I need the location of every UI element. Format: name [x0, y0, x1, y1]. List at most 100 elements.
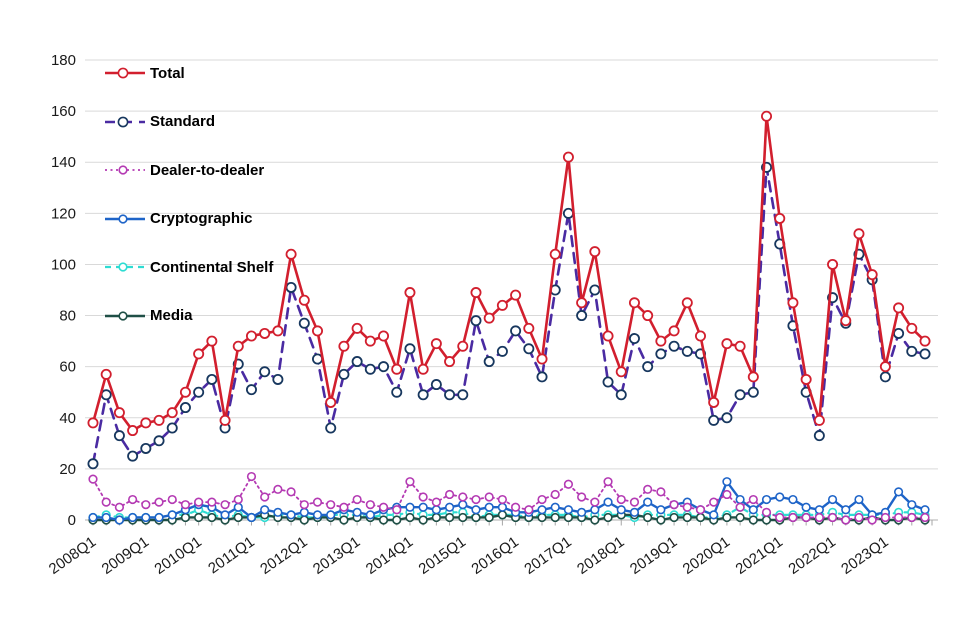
dealer-to-dealer-marker — [656, 487, 666, 497]
standard-marker — [272, 373, 284, 385]
standard-marker — [642, 361, 654, 373]
legend-label-standard: Standard — [150, 113, 216, 130]
cryptographic-marker — [735, 494, 745, 505]
y-axis-tick-label: 0 — [68, 512, 76, 529]
cryptographic-marker — [537, 505, 547, 515]
media-marker — [299, 515, 309, 525]
dealer-to-dealer-marker — [273, 484, 283, 494]
dealer-to-dealer-marker — [841, 515, 851, 525]
dealer-to-dealer-marker — [603, 477, 613, 487]
continental-shelf-line — [91, 506, 927, 519]
standard-marker — [708, 414, 720, 426]
standard-marker — [417, 389, 429, 401]
legend-label-media: Media — [150, 307, 193, 324]
dealer-to-dealer-marker — [722, 489, 732, 500]
standard-marker — [245, 384, 257, 396]
standard-marker — [655, 348, 667, 360]
total-marker — [655, 335, 667, 347]
total-marker — [166, 407, 178, 419]
total-marker — [193, 348, 205, 360]
standard-marker — [496, 345, 508, 357]
standard-marker — [325, 422, 337, 434]
x-axis-tick-label: 2022Q1 — [785, 533, 838, 578]
standard-marker — [378, 361, 390, 373]
dealer-to-dealer-marker — [365, 500, 375, 510]
legend-row-cryptographic: Cryptographic — [104, 209, 253, 229]
dealer-to-dealer-marker — [194, 497, 204, 507]
dealer-to-dealer-marker — [814, 512, 824, 523]
dealer-to-dealer-marker — [418, 492, 428, 502]
dealer-to-dealer-marker — [352, 494, 362, 505]
standard-marker — [430, 379, 442, 391]
total-marker — [747, 371, 759, 383]
standard-marker — [193, 386, 205, 398]
legend-marker-sample — [118, 213, 128, 224]
x-axis-tick-label: 2015Q1 — [416, 533, 469, 578]
total-line-icon — [105, 67, 145, 79]
media-marker — [207, 512, 217, 523]
total-marker — [219, 414, 231, 426]
legend-row-continental-shelf: Continental Shelf — [104, 257, 273, 277]
standard-marker — [404, 343, 416, 355]
dealer-to-dealer-marker — [246, 471, 257, 482]
standard-marker — [153, 435, 165, 447]
standard-marker — [206, 373, 218, 385]
total-marker — [536, 353, 548, 365]
total-marker — [708, 396, 720, 408]
cryptographic-marker — [748, 505, 758, 515]
total-marker — [721, 338, 733, 350]
standard-marker — [879, 371, 891, 383]
total-marker — [840, 315, 852, 327]
total-marker — [206, 335, 218, 347]
dealer-to-dealer-marker — [629, 497, 640, 507]
cryptographic-marker — [312, 510, 323, 520]
standard-marker — [721, 412, 733, 424]
dealer-to-dealer-marker — [827, 512, 838, 523]
cryptographic-marker — [365, 510, 375, 520]
total-marker — [153, 414, 165, 426]
standard-marker — [681, 345, 693, 357]
cryptographic-marker — [722, 477, 732, 487]
x-axis-tick-label: 2023Q1 — [838, 533, 891, 578]
media-marker — [761, 515, 772, 525]
standard-marker — [140, 442, 152, 454]
media-marker — [722, 512, 732, 523]
standard-line-icon — [105, 116, 145, 127]
standard-marker — [893, 327, 905, 339]
legend-row-standard: Standard — [104, 112, 215, 132]
media-marker — [735, 512, 745, 523]
cryptographic-marker — [801, 502, 811, 512]
cryptographic-marker — [405, 502, 415, 512]
total-marker — [457, 340, 469, 352]
y-axis-tick-label: 80 — [59, 308, 76, 325]
total-marker — [417, 363, 429, 375]
dealer-to-dealer-marker — [907, 512, 917, 523]
dealer-to-dealer-marker — [471, 494, 481, 505]
media-marker — [233, 512, 243, 523]
total-marker — [430, 338, 442, 350]
total-marker — [312, 325, 324, 337]
cryptographic-marker — [352, 507, 362, 517]
dealer-to-dealer-marker — [114, 502, 125, 512]
cryptographic-marker — [577, 507, 587, 517]
x-axis-tick-label: 2020Q1 — [680, 533, 733, 578]
legend-marker-sample — [118, 310, 128, 321]
x-axis-tick-label: 2021Q1 — [733, 533, 786, 578]
x-axis-tick-label: 2017Q1 — [521, 533, 574, 578]
total-marker — [562, 151, 574, 163]
media-marker — [444, 512, 455, 523]
total-marker — [893, 302, 905, 314]
cryptographic-marker — [775, 492, 785, 502]
y-axis-tick-label: 120 — [51, 205, 76, 222]
total-marker — [325, 396, 337, 408]
cryptographic-marker — [854, 494, 864, 505]
dealer-to-dealer-marker — [854, 512, 864, 523]
dealer-to-dealer-marker — [444, 489, 455, 500]
standard-marker — [470, 315, 482, 327]
cryptographic-marker — [286, 510, 296, 520]
total-marker — [351, 322, 363, 334]
dealer-to-dealer-marker — [207, 497, 217, 507]
total-marker — [232, 340, 244, 352]
standard-marker — [87, 458, 99, 470]
